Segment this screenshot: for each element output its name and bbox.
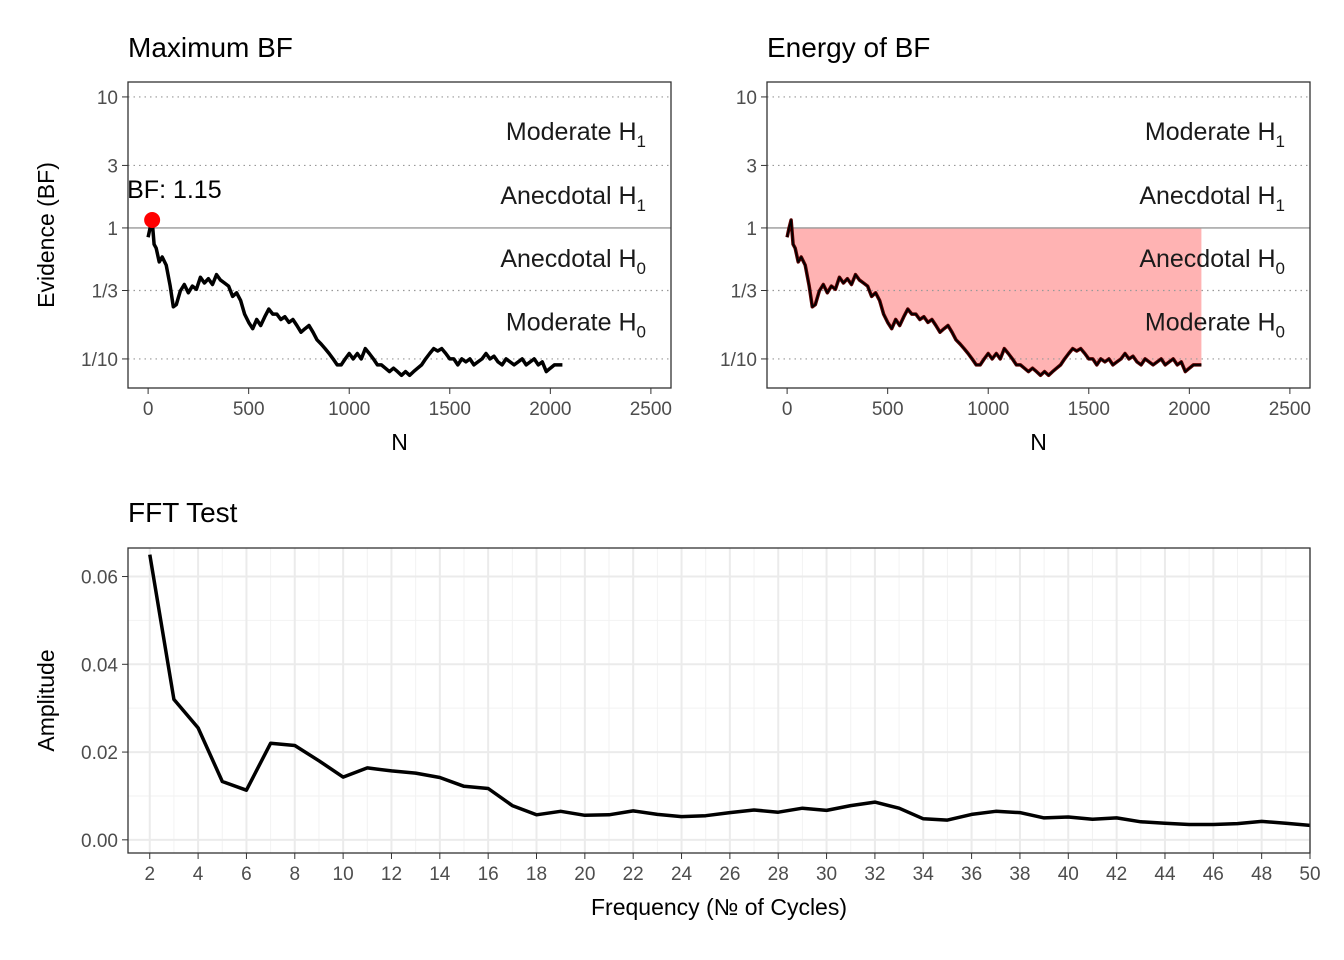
y-tick-label: 1/3 bbox=[731, 281, 757, 302]
evidence-zone-label: Moderate H0 bbox=[506, 308, 646, 341]
x-tick-label: 2 bbox=[144, 864, 155, 885]
y-tick-label: 1/3 bbox=[92, 281, 118, 302]
x-tick-label: 2000 bbox=[1168, 399, 1210, 420]
y-tick-label: 0.04 bbox=[81, 655, 118, 676]
zone-label-subscript: 0 bbox=[637, 322, 646, 341]
fft-amplitude-line bbox=[148, 554, 1310, 828]
x-tick-label: 24 bbox=[671, 864, 693, 885]
y-tick-label: 10 bbox=[97, 88, 118, 109]
x-axis-label: Frequency (№ of Cycles) bbox=[591, 894, 847, 920]
x-tick-label: 0 bbox=[782, 399, 793, 420]
x-tick-label: 2500 bbox=[1269, 399, 1311, 420]
bf-series-line bbox=[146, 218, 563, 378]
evidence-zone-label: Moderate H0 bbox=[1145, 308, 1285, 341]
y-axis-label: Evidence (BF) bbox=[33, 162, 59, 308]
x-tick-label: 28 bbox=[768, 864, 789, 885]
y-tick-label: 3 bbox=[107, 156, 118, 177]
y-tick-label: 1 bbox=[746, 219, 757, 240]
x-tick-label: 18 bbox=[526, 864, 547, 885]
x-tick-label: 2000 bbox=[529, 399, 571, 420]
x-tick-label: 48 bbox=[1251, 864, 1272, 885]
chart-title: Energy of BF bbox=[767, 32, 930, 63]
zone-label-subscript: 0 bbox=[1276, 322, 1285, 341]
y-tick-label: 10 bbox=[736, 88, 757, 109]
x-axis-label: N bbox=[1030, 429, 1047, 455]
max-bf-label: BF: 1.15 bbox=[127, 176, 222, 204]
x-tick-label: 34 bbox=[913, 864, 935, 885]
bf-series-line-core bbox=[786, 219, 1202, 377]
x-tick-label: 500 bbox=[233, 399, 265, 420]
x-tick-label: 22 bbox=[623, 864, 644, 885]
zone-label-subscript: 0 bbox=[1276, 259, 1285, 278]
chart-title: Maximum BF bbox=[128, 32, 293, 63]
x-tick-label: 38 bbox=[1009, 864, 1030, 885]
x-tick-label: 10 bbox=[333, 864, 354, 885]
x-tick-label: 30 bbox=[816, 864, 837, 885]
x-tick-label: 32 bbox=[864, 864, 885, 885]
x-tick-label: 8 bbox=[289, 864, 300, 885]
zone-label-base: Moderate H bbox=[506, 308, 637, 336]
zone-label-base: Anecdotal H bbox=[500, 245, 636, 273]
panel-border bbox=[766, 81, 1311, 389]
x-tick-label: 26 bbox=[719, 864, 740, 885]
max-bf-point bbox=[144, 211, 161, 228]
zone-label-subscript: 0 bbox=[637, 259, 646, 278]
x-tick-label: 44 bbox=[1154, 864, 1176, 885]
x-tick-label: 1000 bbox=[967, 399, 1009, 420]
y-tick-label: 3 bbox=[746, 156, 757, 177]
evidence-zone-label: Anecdotal H1 bbox=[1139, 182, 1285, 215]
zone-label-base: Anecdotal H bbox=[1139, 182, 1275, 210]
evidence-zone-label: Anecdotal H0 bbox=[500, 245, 646, 278]
x-tick-label: 1500 bbox=[1068, 399, 1110, 420]
panel-border bbox=[127, 547, 1311, 854]
x-tick-label: 42 bbox=[1106, 864, 1127, 885]
x-tick-label: 1500 bbox=[429, 399, 471, 420]
x-tick-label: 20 bbox=[574, 864, 595, 885]
x-tick-label: 500 bbox=[872, 399, 904, 420]
x-tick-label: 16 bbox=[478, 864, 499, 885]
zone-label-base: Anecdotal H bbox=[1139, 245, 1275, 273]
x-tick-label: 6 bbox=[241, 864, 252, 885]
x-tick-label: 1000 bbox=[328, 399, 370, 420]
x-tick-label: 0 bbox=[143, 399, 154, 420]
zone-label-subscript: 1 bbox=[1276, 196, 1285, 215]
zone-label-base: Moderate H bbox=[506, 118, 637, 146]
y-tick-label: 1/10 bbox=[81, 350, 118, 371]
zone-label-subscript: 1 bbox=[637, 196, 646, 215]
zone-label-base: Moderate H bbox=[1145, 118, 1276, 146]
x-tick-label: 46 bbox=[1203, 864, 1224, 885]
x-axis-label: N bbox=[391, 429, 408, 455]
evidence-zone-label: Anecdotal H0 bbox=[1139, 245, 1285, 278]
x-tick-label: 14 bbox=[429, 864, 451, 885]
zone-label-subscript: 1 bbox=[637, 132, 646, 151]
x-tick-label: 36 bbox=[961, 864, 982, 885]
x-tick-label: 2500 bbox=[630, 399, 672, 420]
y-tick-label: 0.06 bbox=[81, 568, 118, 589]
x-tick-label: 4 bbox=[193, 864, 204, 885]
evidence-zone-label: Anecdotal H1 bbox=[500, 182, 646, 215]
x-tick-label: 12 bbox=[381, 864, 402, 885]
zone-label-base: Moderate H bbox=[1145, 308, 1276, 336]
y-axis-label: Amplitude bbox=[33, 649, 59, 751]
y-tick-label: 0.02 bbox=[81, 743, 118, 764]
zone-label-base: Anecdotal H bbox=[500, 182, 636, 210]
chart-title: FFT Test bbox=[128, 497, 238, 528]
y-tick-label: 1 bbox=[107, 219, 118, 240]
y-tick-label: 1/10 bbox=[720, 350, 757, 371]
evidence-zone-label: Moderate H1 bbox=[506, 118, 646, 151]
x-tick-label: 40 bbox=[1058, 864, 1079, 885]
x-tick-label: 50 bbox=[1299, 864, 1320, 885]
panel-border bbox=[127, 81, 672, 389]
y-tick-label: 0.00 bbox=[81, 831, 118, 852]
energy-area bbox=[787, 227, 1202, 376]
zone-label-subscript: 1 bbox=[1276, 132, 1285, 151]
evidence-zone-label: Moderate H1 bbox=[1145, 118, 1285, 151]
